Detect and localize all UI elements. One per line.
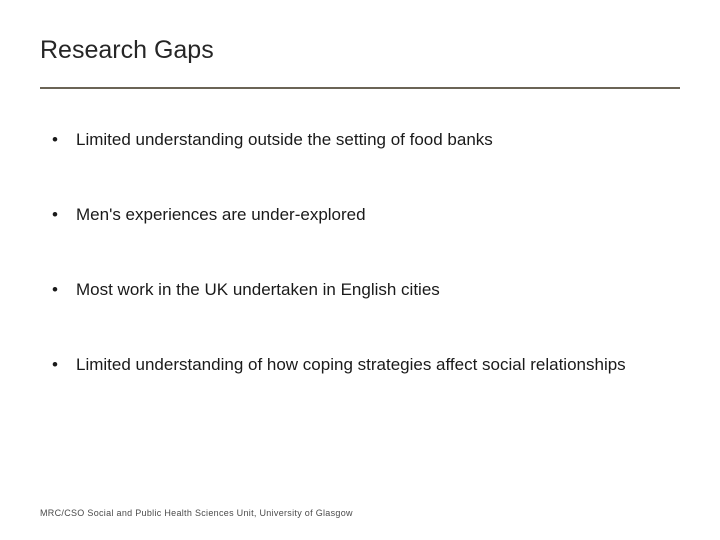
title-divider	[40, 87, 680, 89]
list-item: Limited understanding of how coping stra…	[40, 354, 680, 377]
slide-title: Research Gaps	[40, 36, 680, 65]
bullet-list: Limited understanding outside the settin…	[40, 129, 680, 377]
list-item: Men's experiences are under-explored	[40, 204, 680, 227]
list-item: Most work in the UK undertaken in Englis…	[40, 279, 680, 302]
list-item: Limited understanding outside the settin…	[40, 129, 680, 152]
slide: Research Gaps Limited understanding outs…	[0, 0, 720, 540]
footer-text: MRC/CSO Social and Public Health Science…	[40, 508, 353, 518]
